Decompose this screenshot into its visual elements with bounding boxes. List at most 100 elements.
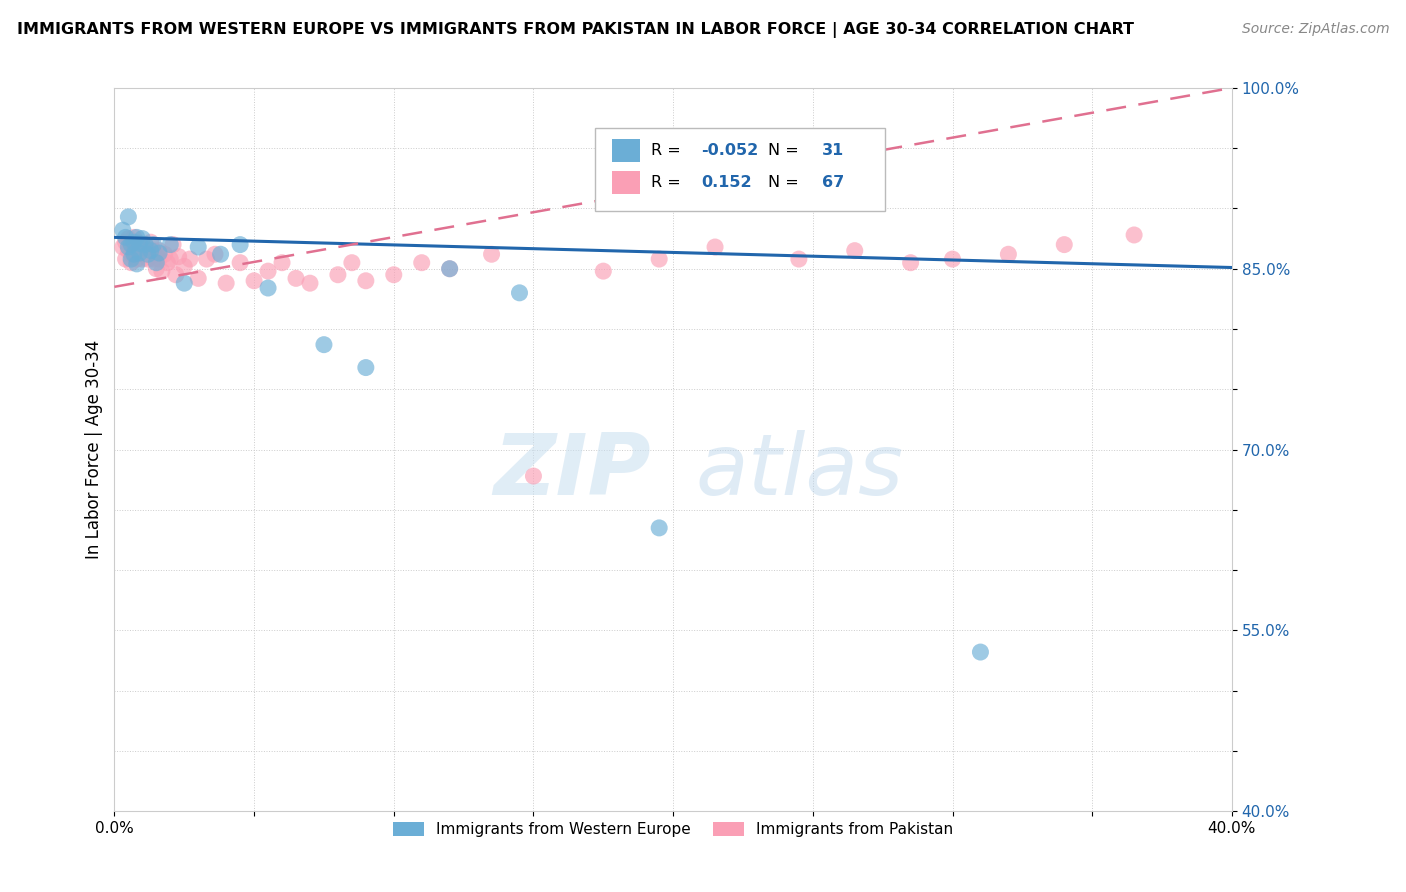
Point xyxy=(187,240,209,254)
Point xyxy=(229,237,252,252)
Point xyxy=(187,271,209,285)
Point xyxy=(120,255,142,269)
Text: R =: R = xyxy=(651,175,686,190)
FancyBboxPatch shape xyxy=(595,128,886,211)
Point xyxy=(411,255,433,269)
Point xyxy=(159,237,181,252)
Point xyxy=(173,276,195,290)
Point xyxy=(167,250,190,264)
Text: N =: N = xyxy=(768,144,804,158)
Point xyxy=(122,240,145,254)
Text: R =: R = xyxy=(651,144,686,158)
Point xyxy=(117,231,139,245)
Point xyxy=(120,237,142,252)
Point xyxy=(298,276,321,290)
Point xyxy=(592,264,614,278)
Point xyxy=(145,261,167,276)
Point xyxy=(148,252,170,266)
Point xyxy=(156,255,179,269)
Point xyxy=(136,244,159,258)
Text: IMMIGRANTS FROM WESTERN EUROPE VS IMMIGRANTS FROM PAKISTAN IN LABOR FORCE | AGE : IMMIGRANTS FROM WESTERN EUROPE VS IMMIGR… xyxy=(17,22,1133,38)
Point xyxy=(195,252,218,266)
Point xyxy=(997,247,1019,261)
Point xyxy=(354,274,377,288)
Point xyxy=(128,236,150,251)
Point xyxy=(128,247,150,261)
Point xyxy=(1123,227,1146,242)
Point xyxy=(111,223,134,237)
Point xyxy=(1053,237,1076,252)
Point xyxy=(142,244,165,258)
Point xyxy=(120,236,142,251)
Point xyxy=(136,252,159,266)
Point xyxy=(139,244,162,258)
Point xyxy=(153,247,176,261)
Point xyxy=(134,247,156,261)
Point xyxy=(787,252,810,266)
Point xyxy=(439,261,461,276)
Point xyxy=(120,252,142,266)
Text: 31: 31 xyxy=(821,144,844,158)
Point xyxy=(326,268,349,282)
Point xyxy=(125,230,148,244)
Point xyxy=(122,230,145,244)
Point xyxy=(150,264,173,278)
Point xyxy=(148,244,170,258)
Point xyxy=(165,268,187,282)
Point xyxy=(162,237,184,252)
Point xyxy=(128,246,150,260)
Point xyxy=(382,268,405,282)
Point xyxy=(159,252,181,266)
Point xyxy=(122,235,145,250)
Text: Source: ZipAtlas.com: Source: ZipAtlas.com xyxy=(1241,22,1389,37)
Point xyxy=(900,255,922,269)
Point xyxy=(439,261,461,276)
Text: -0.052: -0.052 xyxy=(702,144,758,158)
Point xyxy=(131,231,153,245)
Point xyxy=(139,235,162,250)
FancyBboxPatch shape xyxy=(612,139,640,162)
Point xyxy=(131,243,153,257)
Point xyxy=(844,244,866,258)
Point xyxy=(229,255,252,269)
Point xyxy=(340,255,363,269)
Point xyxy=(134,237,156,252)
Point xyxy=(114,230,136,244)
Y-axis label: In Labor Force | Age 30-34: In Labor Force | Age 30-34 xyxy=(86,340,103,559)
Point xyxy=(648,252,671,266)
Point xyxy=(117,210,139,224)
Point xyxy=(257,281,280,295)
Point xyxy=(125,235,148,250)
Point xyxy=(704,240,727,254)
Point xyxy=(142,237,165,252)
Point xyxy=(120,247,142,261)
Point xyxy=(142,252,165,266)
Point xyxy=(508,285,530,300)
Point xyxy=(139,250,162,264)
Text: atlas: atlas xyxy=(696,430,904,513)
Point xyxy=(125,257,148,271)
Point xyxy=(117,244,139,258)
Text: 67: 67 xyxy=(821,175,844,190)
Point xyxy=(136,247,159,261)
Point xyxy=(148,246,170,260)
Text: ZIP: ZIP xyxy=(494,430,651,513)
Point xyxy=(271,255,294,269)
Point xyxy=(111,240,134,254)
Point xyxy=(145,255,167,269)
Point xyxy=(114,252,136,266)
Point xyxy=(122,247,145,261)
Point xyxy=(312,337,335,351)
Point xyxy=(257,264,280,278)
Point xyxy=(122,250,145,264)
Legend: Immigrants from Western Europe, Immigrants from Pakistan: Immigrants from Western Europe, Immigran… xyxy=(387,816,959,843)
Point xyxy=(941,252,963,266)
Point xyxy=(648,521,671,535)
Point xyxy=(969,645,991,659)
Point xyxy=(145,247,167,261)
Point xyxy=(114,235,136,250)
Point xyxy=(134,237,156,252)
Point xyxy=(117,240,139,254)
Point xyxy=(215,276,238,290)
Point xyxy=(125,252,148,266)
